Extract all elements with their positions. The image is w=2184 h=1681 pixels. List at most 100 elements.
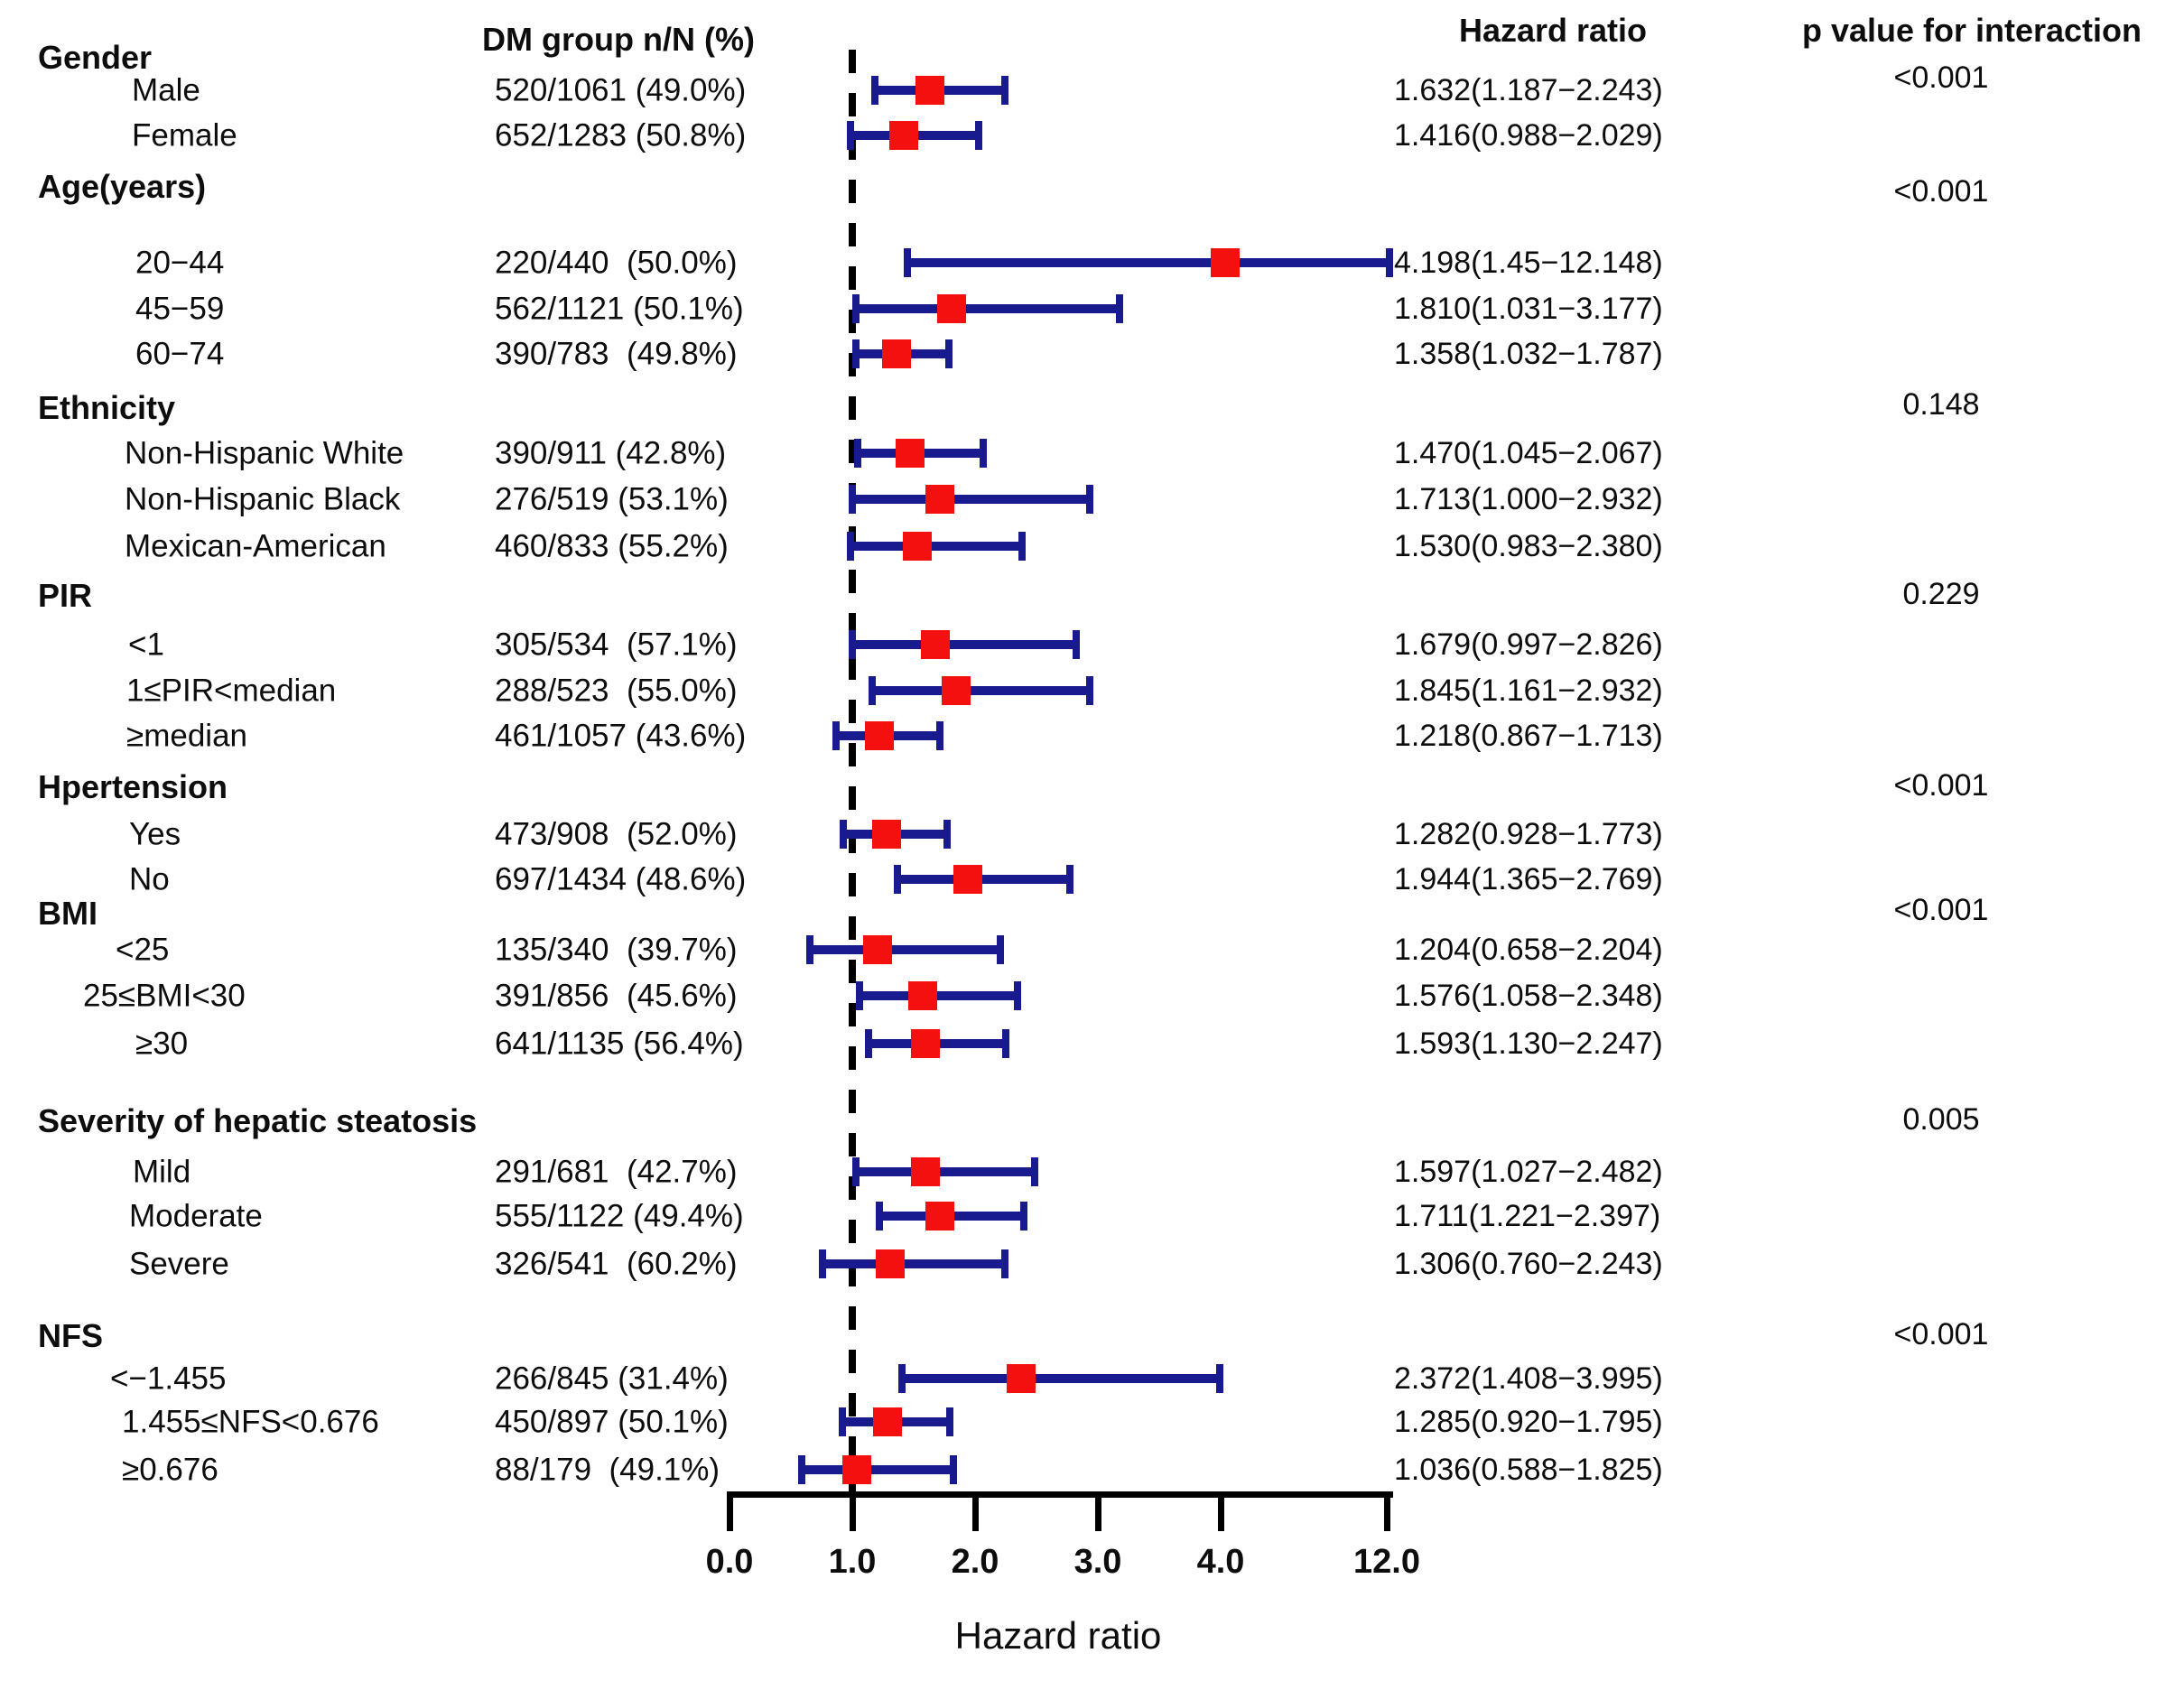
hr-marker [1006, 1364, 1036, 1393]
p-value: <0.001 [1893, 768, 1989, 803]
axis-tick-label: 1.0 [828, 1543, 877, 1581]
row-hr-value: 1.593(1.130−2.247) [1394, 1026, 1663, 1061]
axis-tick-label: 3.0 [1073, 1543, 1122, 1581]
hr-marker [937, 294, 967, 323]
row-hr-value: 2.372(1.408−3.995) [1394, 1361, 1663, 1396]
ci-cap-right [1001, 1029, 1009, 1058]
row-hr-value: 1.632(1.187−2.243) [1394, 73, 1663, 107]
ci-cap-left [840, 820, 848, 849]
row-hr-value: 1.679(0.997−2.826) [1394, 627, 1663, 662]
ci-cap-left [864, 1029, 872, 1058]
ci-cap-left [852, 339, 860, 368]
ci-cap-left [868, 676, 876, 705]
hr-marker [925, 485, 954, 514]
row-count: 135/340 (39.7%) [495, 932, 738, 968]
row-label: 20−44 [135, 245, 225, 281]
ci-bar [902, 1374, 1221, 1383]
hr-marker [915, 76, 944, 105]
ci-cap-right [945, 339, 953, 368]
row-count: 391/856 (45.6%) [495, 978, 738, 1014]
ci-cap-right [935, 721, 943, 750]
row-label: Non-Hispanic Black [125, 481, 401, 517]
p-value: 0.148 [1902, 387, 1980, 422]
ci-cap-left [904, 248, 912, 277]
row-hr-value: 1.036(0.588−1.825) [1394, 1453, 1663, 1487]
ci-cap-right [1014, 981, 1022, 1010]
row-label: 1≤PIR<median [126, 673, 337, 709]
axis-tick-label: 4.0 [1196, 1543, 1245, 1581]
axis-tick-label: 2.0 [951, 1543, 999, 1581]
ci-cap-right [1073, 630, 1081, 659]
row-hr-value: 1.845(1.161−2.932) [1394, 673, 1663, 708]
row-count: 220/440 (50.0%) [495, 245, 738, 281]
ci-cap-left [871, 76, 879, 105]
ci-bar [850, 542, 1022, 551]
hr-marker [941, 676, 971, 705]
axis-tick [1095, 1491, 1101, 1531]
row-count: 266/845 (31.4%) [495, 1361, 729, 1397]
section-label: Gender [38, 39, 153, 76]
row-count: 652/1283 (50.8%) [495, 117, 747, 153]
row-hr-value: 1.530(0.983−2.380) [1394, 529, 1663, 563]
section-label: PIR [38, 577, 93, 614]
x-axis-title: Hazard ratio [954, 1614, 1162, 1657]
reference-line-hr1 [849, 50, 856, 1494]
ci-cap-left [898, 1364, 906, 1393]
ci-cap-left [819, 1249, 827, 1278]
row-label: Female [132, 117, 237, 153]
axis-tick [972, 1491, 979, 1531]
ci-bar [897, 875, 1070, 884]
row-count: 460/833 (55.2%) [495, 528, 729, 564]
row-label: Non-Hispanic White [125, 435, 404, 471]
section-label: BMI [38, 895, 98, 932]
row-label: Mild [133, 1154, 191, 1190]
hr-marker [862, 935, 892, 964]
ci-cap-left [893, 865, 901, 894]
row-hr-value: 1.306(0.760−2.243) [1394, 1247, 1663, 1281]
hr-marker [872, 820, 902, 849]
row-hr-value: 1.576(1.058−2.348) [1394, 979, 1663, 1013]
ci-cap-left [849, 485, 856, 514]
ci-cap-right [1216, 1364, 1224, 1393]
ci-cap-right [1001, 76, 1009, 105]
row-label: No [129, 861, 170, 897]
ci-bar [871, 686, 1090, 695]
ci-cap-right [1018, 532, 1026, 561]
ci-cap-left [854, 439, 862, 468]
section-label: NFS [38, 1317, 103, 1354]
row-label: Mexican-American [125, 528, 386, 564]
p-value: <0.001 [1893, 1317, 1989, 1351]
axis-tick-label: 12.0 [1353, 1543, 1420, 1581]
column-header-hazard-ratio: Hazard ratio [1458, 12, 1648, 49]
row-label: ≥30 [135, 1026, 189, 1062]
p-value: 0.005 [1902, 1102, 1980, 1137]
p-value: 0.229 [1902, 577, 1980, 611]
hr-marker [881, 339, 911, 368]
column-header-dm-group: DM group n/N (%) [482, 21, 755, 58]
row-label: ≥median [126, 718, 248, 754]
ci-cap-right [1001, 1249, 1009, 1278]
row-label: 25≤BMI<30 [83, 978, 246, 1014]
row-label: ≥0.676 [122, 1452, 218, 1488]
row-count: 390/911 (42.8%) [495, 435, 727, 471]
ci-bar [851, 640, 1077, 649]
ci-cap-left [851, 1157, 860, 1186]
hr-marker [911, 1157, 941, 1186]
row-label: 1.455≤NFS<0.676 [122, 1404, 379, 1440]
row-hr-value: 1.285(0.920−1.795) [1394, 1405, 1663, 1439]
ci-bar [859, 991, 1018, 1000]
row-label: Male [132, 72, 200, 108]
ci-cap-left [806, 935, 814, 964]
ci-cap-left [839, 1407, 847, 1436]
row-count: 291/681 (42.7%) [495, 1154, 738, 1190]
row-hr-value: 4.198(1.45−12.148) [1394, 246, 1663, 280]
row-hr-value: 1.713(1.000−2.932) [1394, 482, 1663, 516]
p-value: <0.001 [1893, 174, 1989, 209]
row-hr-value: 1.282(0.928−1.773) [1394, 817, 1663, 851]
row-count: 520/1061 (49.0%) [495, 72, 747, 108]
row-count: 390/783 (49.8%) [495, 336, 738, 372]
hr-marker [921, 630, 951, 659]
ci-cap-right [946, 1407, 954, 1436]
ci-cap-left [797, 1455, 805, 1484]
ci-cap-left [876, 1202, 884, 1231]
